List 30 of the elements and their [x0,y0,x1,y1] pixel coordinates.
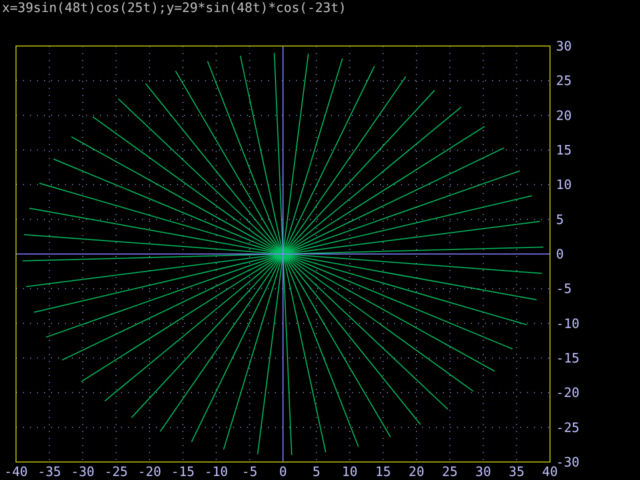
x-tick-label: -25 [104,465,128,480]
x-tick-label: -5 [242,465,258,480]
x-tick-label: 0 [279,465,287,480]
y-tick-label: -5 [556,282,572,298]
x-tick-label: 25 [442,465,458,480]
y-tick-label: 10 [556,178,572,194]
y-tick-label: 15 [556,144,572,159]
x-tick-label: 15 [375,465,391,480]
y-tick-label: -20 [556,386,580,402]
x-tick-label: -40 [4,465,28,480]
x-tick-label: 40 [542,465,558,480]
x-tick-label: -35 [38,465,62,480]
x-tick-label: 30 [475,465,492,480]
y-tick-label: 25 [556,74,572,90]
y-tick-label: 30 [556,40,572,55]
y-tick-label: 20 [556,108,572,124]
x-tick-label: -10 [204,465,228,480]
x-tick-label: -15 [171,465,195,480]
y-tick-label: -15 [556,352,580,367]
y-tick-label: -25 [556,420,580,436]
x-tick-label: -30 [71,465,94,480]
x-tick-label: 5 [312,465,320,480]
x-tick-label: 35 [508,465,524,480]
x-tick-label: 10 [342,465,358,480]
chart-title: x=39sin(48t)cos(25t);y=29*sin(48t)*cos(-23t) [2,1,346,16]
x-tick-label: -20 [138,465,162,480]
y-tick-label: 0 [556,248,564,263]
y-tick-label: -10 [556,316,580,332]
x-tick-label: 20 [408,465,424,480]
y-tick-label: 5 [556,212,564,228]
